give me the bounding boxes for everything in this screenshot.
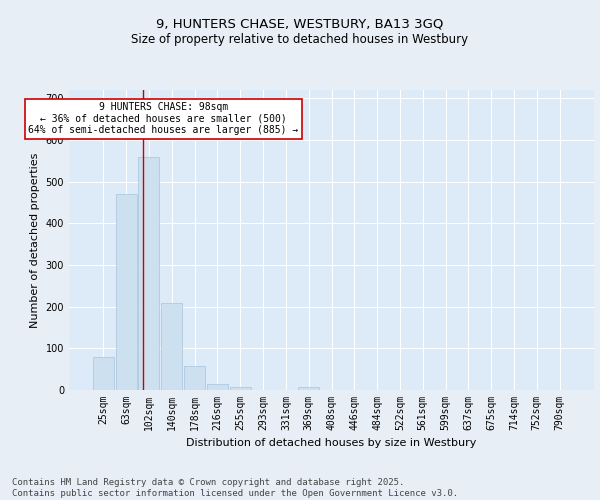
Text: 9 HUNTERS CHASE: 98sqm
← 36% of detached houses are smaller (500)
64% of semi-de: 9 HUNTERS CHASE: 98sqm ← 36% of detached… (28, 102, 299, 135)
Bar (230, 386, 251, 390)
X-axis label: Distribution of detached houses by size in Westbury: Distribution of detached houses by size … (187, 438, 476, 448)
Text: Contains HM Land Registry data © Crown copyright and database right 2025.
Contai: Contains HM Land Registry data © Crown c… (12, 478, 458, 498)
Bar (139, 156, 160, 390)
Bar (161, 302, 182, 390)
Text: Size of property relative to detached houses in Westbury: Size of property relative to detached ho… (131, 32, 469, 46)
Bar (93, 356, 114, 390)
Bar (184, 366, 205, 390)
Text: 9, HUNTERS CHASE, WESTBURY, BA13 3GQ: 9, HUNTERS CHASE, WESTBURY, BA13 3GQ (157, 18, 443, 30)
Bar (116, 194, 137, 390)
Y-axis label: Number of detached properties: Number of detached properties (30, 152, 40, 328)
Bar (207, 384, 228, 390)
Bar (298, 386, 319, 390)
